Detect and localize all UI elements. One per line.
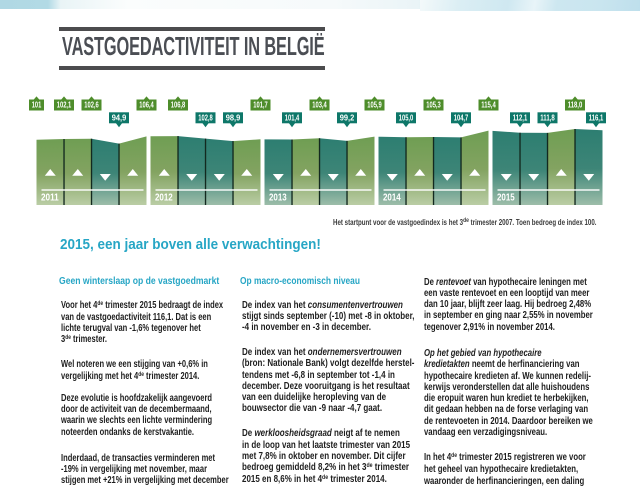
svg-text:104,7: 104,7 [454,112,469,122]
svg-text:115,4: 115,4 [481,100,496,110]
svg-text:99,2: 99,2 [340,112,355,122]
svg-text:98,9: 98,9 [226,112,241,122]
svg-text:106,4: 106,4 [139,100,154,110]
svg-text:101,7: 101,7 [253,100,268,110]
svg-text:94,9: 94,9 [112,112,127,122]
svg-text:105,9: 105,9 [367,100,382,110]
svg-text:102,8: 102,8 [198,112,213,122]
svg-text:105,0: 105,0 [399,112,414,122]
svg-text:102,1: 102,1 [57,100,72,110]
svg-text:106,8: 106,8 [171,100,186,110]
svg-text:2013: 2013 [269,191,287,203]
svg-text:2012: 2012 [155,191,173,203]
svg-text:2015: 2015 [497,191,515,203]
svg-text:101,4: 101,4 [285,112,300,122]
svg-text:112,1: 112,1 [513,112,528,122]
svg-text:2014: 2014 [383,191,401,203]
svg-text:118,0: 118,0 [568,100,583,110]
svg-text:105,3: 105,3 [426,100,441,110]
svg-text:116,1: 116,1 [589,112,604,122]
svg-text:102,6: 102,6 [84,100,99,110]
svg-text:101: 101 [32,100,42,110]
svg-text:2011: 2011 [41,191,59,203]
svg-text:103,4: 103,4 [312,100,327,110]
svg-text:111,8: 111,8 [540,112,555,122]
